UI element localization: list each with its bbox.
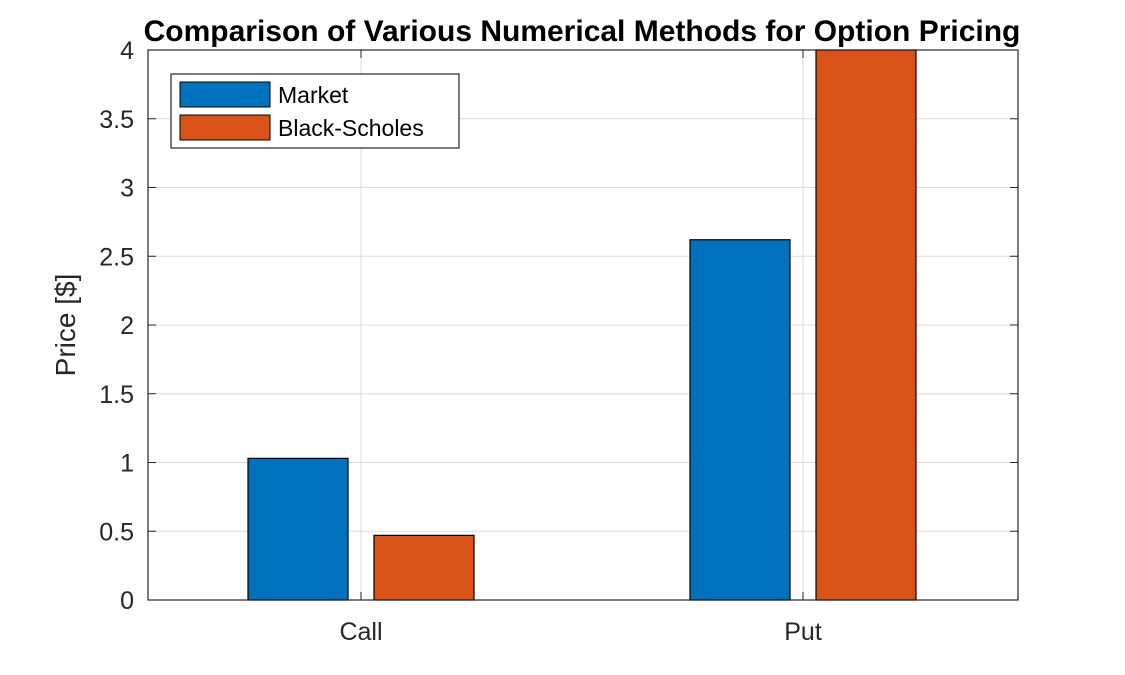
y-tick-label: 2 — [120, 312, 134, 340]
bar-market-call — [247, 457, 349, 601]
legend-label-black-scholes: Black-Scholes — [278, 115, 424, 141]
y-tick-label: 3 — [120, 175, 134, 203]
y-tick-label: 0.5 — [99, 518, 134, 546]
bar-black-scholes-put — [815, 49, 917, 601]
legend: Market Black-Scholes — [170, 73, 460, 149]
x-tick-label: Put — [784, 618, 822, 646]
legend-swatch-black-scholes — [179, 114, 271, 141]
bars — [247, 49, 917, 601]
axis-ticks: 0 0.5 1 1.5 2 2.5 3 3.5 4 Call Put — [99, 37, 1018, 646]
bar-black-scholes-call — [373, 534, 475, 601]
y-tick-label: 4 — [120, 37, 134, 65]
y-tick-label: 1 — [120, 450, 134, 478]
legend-swatch-market — [179, 81, 271, 108]
chart-title: Comparison of Various Numerical Methods … — [144, 15, 1021, 48]
y-tick-label: 1.5 — [99, 381, 134, 409]
y-tick-label: 2.5 — [99, 243, 134, 271]
x-tick-label: Call — [339, 618, 382, 646]
y-tick-label: 0 — [120, 587, 134, 615]
legend-label-market: Market — [278, 82, 349, 108]
bar-market-put — [689, 239, 791, 601]
y-axis-label: Price [$] — [50, 274, 81, 377]
y-tick-label: 3.5 — [99, 106, 134, 134]
